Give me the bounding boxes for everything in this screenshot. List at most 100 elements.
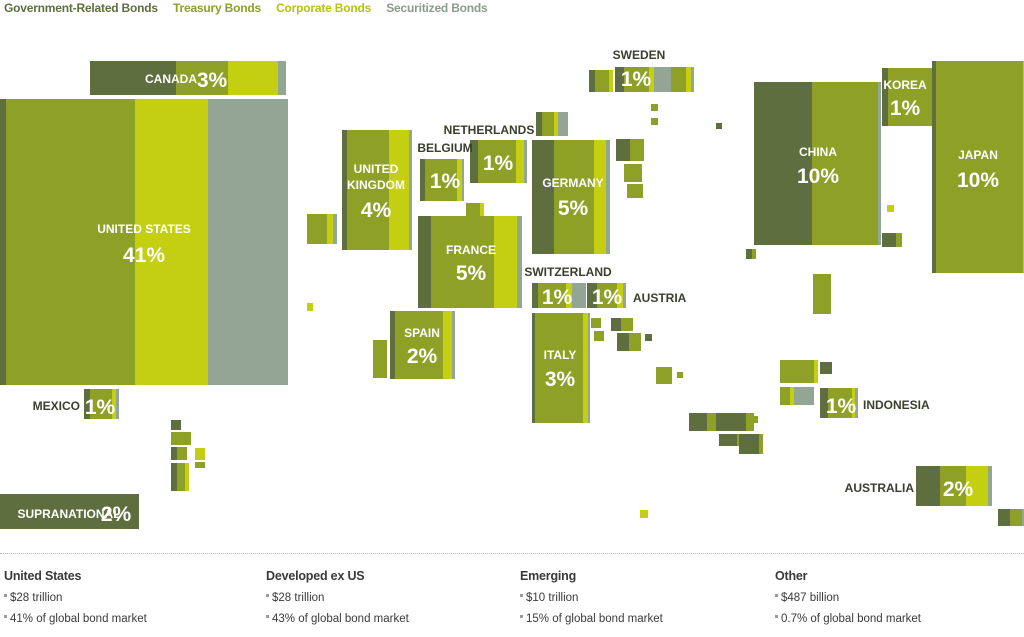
market-block-9-segment-2	[494, 216, 517, 308]
market-block-0-segment-1	[176, 61, 228, 95]
summary-value-line: $28 trillion	[4, 592, 147, 604]
summary-share-line: 41% of global bond market	[4, 613, 147, 625]
market-block-13-segment-2	[583, 313, 588, 423]
minor-market-block-3-segment-1	[480, 203, 484, 221]
market-share-label-11: 1%	[542, 286, 573, 309]
market-block-18-segment-1	[940, 466, 966, 506]
summary-share: 0.7% of global bond market	[781, 613, 922, 625]
market-block-15-segment-1	[888, 68, 932, 126]
market-name-label-18: AUSTRALIA	[845, 481, 915, 495]
market-share-label-10: 2%	[407, 345, 438, 368]
market-block-4-segment-0	[342, 130, 347, 250]
minor-market-block-38-segment-0	[640, 510, 648, 518]
market-block-9-segment-3	[517, 216, 522, 308]
summary-united-states: United States $28 trillion 41% of global…	[4, 569, 147, 625]
market-block-10-segment-0	[390, 311, 395, 379]
market-block-18-segment-3	[988, 466, 992, 506]
minor-market-block-26-segment-0	[820, 362, 832, 374]
market-block-5-segment-0	[420, 159, 425, 201]
market-block-7-segment-0	[532, 140, 554, 254]
market-block-8-segment-3	[654, 67, 671, 92]
minor-market-block-23-segment-0	[887, 205, 894, 212]
minor-market-block-5-segment-1	[595, 70, 609, 92]
minor-market-block-10-segment-0	[616, 139, 630, 161]
market-name-label-8: SWEDEN	[613, 48, 666, 62]
market-share-label-16: 10%	[957, 169, 999, 192]
market-block-7-segment-1	[554, 140, 594, 254]
market-block-11-segment-3	[572, 283, 586, 308]
market-share-label-5: 1%	[430, 170, 461, 193]
market-block-9-segment-0	[418, 216, 431, 308]
minor-market-block-39-segment-2	[1022, 509, 1024, 526]
summary-share-line: 43% of global bond market	[266, 613, 409, 625]
minor-market-block-4-segment-1	[542, 112, 554, 136]
market-name-label-10: SPAIN	[404, 326, 440, 340]
minor-market-block-16-segment-0	[617, 333, 629, 351]
summary-share: 15% of global bond market	[526, 613, 663, 625]
minor-market-block-36-segment-0	[195, 448, 205, 460]
minor-market-block-30-segment-0	[719, 434, 737, 446]
market-block-4-segment-2	[389, 130, 409, 250]
market-name-label-9: FRANCE	[446, 243, 496, 257]
minor-market-block-24-segment-0	[780, 360, 814, 383]
legend: Government-Related Bonds Treasury Bonds …	[4, 1, 500, 15]
minor-market-block-25-segment-2	[794, 387, 814, 405]
market-share-label-17: 1%	[826, 395, 857, 418]
minor-market-block-6-segment-3	[691, 67, 694, 92]
minor-market-block-24-segment-1	[814, 360, 818, 383]
minor-market-block-19-segment-0	[677, 372, 683, 378]
divider	[0, 553, 1024, 554]
legend-corporate: Corporate Bonds	[276, 1, 372, 15]
market-block-12-segment-0	[587, 283, 597, 308]
market-share-label-13: 3%	[545, 368, 576, 391]
market-block-5-segment-2	[457, 159, 462, 201]
market-name-label-7: GERMANY	[542, 176, 603, 190]
minor-market-block-10-segment-1	[630, 139, 644, 161]
minor-market-block-29-segment-0	[752, 416, 758, 423]
summary-value-line: $10 trillion	[520, 592, 663, 604]
market-block-8-segment-0	[615, 67, 624, 92]
market-block-1-segment-2	[135, 99, 208, 385]
minor-market-block-7-segment-0	[651, 104, 658, 111]
market-share-label-8: 1%	[621, 68, 652, 91]
minor-market-block-22-segment-1	[896, 233, 902, 247]
market-block-12-segment-2	[617, 283, 623, 308]
summary-title: Developed ex US	[266, 569, 365, 583]
summary-share-line: 15% of global bond market	[520, 613, 663, 625]
minor-market-block-37-segment-0	[195, 462, 205, 468]
market-block-1-segment-1	[6, 99, 135, 385]
minor-market-block-15-segment-0	[611, 318, 621, 331]
market-share-label-0: 3%	[197, 69, 228, 92]
summary-value-line: $28 trillion	[266, 592, 409, 604]
market-block-11-segment-1	[538, 283, 566, 308]
market-block-6-segment-0	[470, 140, 478, 183]
market-share-label-6: 1%	[483, 152, 514, 175]
minor-market-block-4-segment-3	[558, 112, 568, 136]
market-block-11-segment-0	[532, 283, 538, 308]
summary-share: 41% of global bond market	[10, 613, 147, 625]
minor-market-block-0-segment-0	[307, 214, 327, 244]
market-block-13-segment-3	[588, 313, 590, 423]
market-share-label-15: 1%	[890, 97, 921, 120]
summary-developed-ex-us: Developed ex US $28 trillion 43% of glob…	[266, 569, 409, 625]
minor-market-block-11-segment-0	[624, 164, 642, 182]
minor-market-block-22-segment-0	[882, 233, 896, 247]
market-block-2-segment-2	[112, 389, 116, 419]
minor-market-block-6-segment-2	[686, 67, 691, 92]
minor-market-block-5-segment-0	[589, 70, 595, 92]
market-block-8-segment-1	[624, 67, 649, 92]
market-block-0-segment-2	[228, 61, 278, 95]
summary-title: United States	[4, 569, 82, 583]
minor-market-block-16-segment-1	[629, 333, 641, 351]
minor-market-block-35-segment-2	[185, 463, 189, 491]
legend-securitized: Securitized Bonds	[386, 1, 488, 15]
minor-market-block-32-segment-0	[171, 420, 181, 430]
market-block-10-segment-1	[395, 311, 443, 379]
market-block-13-segment-0	[532, 313, 535, 423]
market-name-label-13: ITALY	[544, 348, 577, 362]
market-block-15-segment-0	[882, 68, 888, 126]
legend-treasury: Treasury Bonds	[173, 1, 261, 15]
market-name-label-2: MEXICO	[33, 399, 80, 413]
minor-market-block-35-segment-0	[171, 463, 177, 491]
